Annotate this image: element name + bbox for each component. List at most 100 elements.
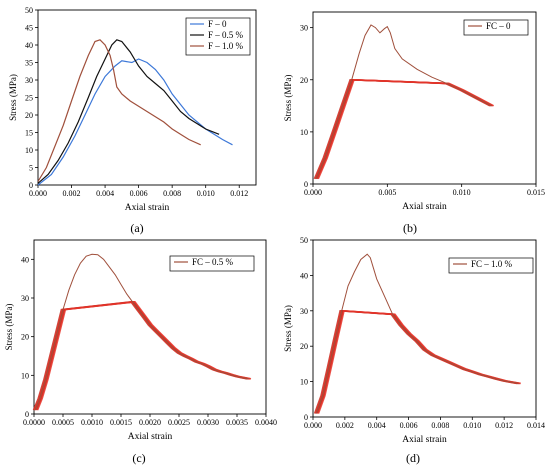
- x-tick-label: 0.010: [463, 421, 481, 430]
- y-tick-label: 25: [25, 94, 33, 103]
- x-axis-label: Axial strain: [402, 435, 447, 445]
- y-tick-label: 0: [304, 180, 308, 189]
- y-tick-label: 20: [300, 76, 308, 85]
- x-tick-label: 0.008: [431, 421, 449, 430]
- chart-panel-b: 0.000 0.005 0.010 0.015 0 10 20 30 Axial strain S…: [283, 11, 545, 235]
- cyclic-loop-band: [313, 78, 495, 180]
- x-tick-label: 0.014: [527, 421, 545, 430]
- y-tick-label: 30: [300, 307, 308, 316]
- panel-label: (d): [406, 451, 420, 465]
- y-tick-label: 10: [21, 371, 29, 380]
- chart-panel-d: 0.000 0.002 0.004 0.006 0.008 0.010 0.012 0.014…: [283, 236, 545, 465]
- x-tick-label: 0.004: [368, 421, 386, 430]
- x-tick-label: 0.0030: [197, 418, 219, 427]
- x-tick-label: 0.0000: [23, 418, 45, 427]
- chart-panel-a: 0.000 0.002 0.004 0.006 0.008 0.010 0.012 0 5 10 1…: [8, 6, 257, 235]
- x-tick-label: 0.0005: [52, 418, 74, 427]
- series-line-2: [37, 39, 220, 184]
- cyclic-loop: [36, 301, 252, 411]
- cyclic-loop: [316, 78, 494, 180]
- series-line-1: [315, 24, 492, 179]
- plot-frame: [312, 11, 537, 185]
- y-tick-label: 35: [25, 59, 33, 68]
- cyclic-loop: [313, 309, 518, 414]
- legend: FC – 0: [463, 19, 529, 36]
- x-tick-label: 0.006: [400, 421, 418, 430]
- x-tick-label: 0.005: [378, 188, 396, 197]
- cyclic-loop: [313, 78, 491, 180]
- legend: F – 0F – 0.5 %F – 1.0 %: [185, 17, 251, 56]
- chart-panel-c: 0.0000 0.0005 0.0010 0.0015 0.0020 0.0025 0.00…: [4, 239, 277, 465]
- legend-entry: F – 0.5 %: [208, 30, 244, 40]
- y-tick-label: 10: [300, 378, 308, 387]
- x-tick-label: 0.000: [29, 189, 47, 198]
- y-tick-label: 0: [29, 181, 33, 190]
- y-tick-label: 40: [300, 271, 308, 280]
- legend-entry: FC – 1.0 %: [471, 259, 513, 269]
- legend-entry: F – 1.0 %: [208, 41, 244, 51]
- x-tick-label: 0.004: [96, 189, 114, 198]
- panel-label: (a): [130, 221, 143, 235]
- y-tick-label: 50: [25, 6, 33, 15]
- cyclic-loop-band: [313, 309, 521, 414]
- x-tick-label: 0.010: [453, 188, 471, 197]
- y-axis-label: Stress (MPa): [283, 75, 293, 122]
- y-axis-label: Stress (MPa): [283, 305, 293, 352]
- legend: FC – 0.5 %: [169, 255, 255, 272]
- y-tick-label: 0: [25, 410, 29, 419]
- x-tick-label: 0.012: [230, 189, 248, 198]
- cyclic-loop: [34, 301, 249, 411]
- x-axis-label: Axial strain: [128, 432, 173, 442]
- y-tick-label: 20: [21, 333, 29, 342]
- legend-entry: FC – 0: [486, 21, 511, 31]
- legend-box: [463, 19, 529, 36]
- y-tick-label: 10: [25, 146, 33, 155]
- x-tick-label: 0.000: [304, 188, 322, 197]
- x-tick-label: 0.015: [527, 188, 545, 197]
- x-tick-label: 0.002: [336, 421, 354, 430]
- series-line-3: [37, 39, 201, 182]
- cyclic-loop: [32, 301, 248, 411]
- x-tick-label: 0.008: [163, 189, 181, 198]
- x-axis-label: Axial strain: [402, 202, 447, 212]
- cyclic-loop: [316, 309, 521, 414]
- legend-entry: F – 0: [208, 19, 227, 29]
- y-tick-label: 20: [25, 111, 33, 120]
- y-axis-label: Stress (MPa): [8, 74, 18, 121]
- cyclic-loop: [314, 309, 518, 414]
- cyclic-loop: [33, 301, 248, 411]
- cyclic-loop: [317, 78, 495, 180]
- cyclic-loop: [316, 309, 520, 414]
- series-line-1: [37, 58, 233, 186]
- x-tick-label: 0.0010: [81, 418, 103, 427]
- cyclic-loop: [315, 309, 519, 414]
- x-tick-label: 0.0015: [110, 418, 132, 427]
- cyclic-loop: [316, 78, 493, 180]
- x-tick-label: 0.010: [197, 189, 215, 198]
- cyclic-loop: [315, 78, 492, 180]
- x-tick-label: 0.0025: [168, 418, 190, 427]
- y-tick-label: 15: [25, 129, 33, 138]
- legend-box: [448, 257, 534, 274]
- y-axis-label: Stress (MPa): [4, 304, 14, 351]
- x-tick-label: 0.000: [304, 421, 322, 430]
- y-tick-label: 50: [300, 236, 308, 245]
- cyclic-loop: [317, 309, 521, 414]
- y-tick-label: 45: [25, 24, 33, 33]
- x-axis-label: Axial strain: [125, 203, 170, 213]
- y-tick-label: 20: [300, 342, 308, 351]
- x-tick-label: 0.002: [63, 189, 81, 198]
- y-tick-label: 40: [25, 41, 33, 50]
- y-tick-label: 40: [21, 255, 29, 264]
- legend-box: [169, 255, 255, 272]
- y-tick-label: 30: [300, 24, 308, 33]
- panel-label: (b): [403, 221, 417, 235]
- y-tick-label: 30: [21, 294, 29, 303]
- panel-label: (c): [132, 451, 145, 465]
- cyclic-loop: [314, 78, 491, 180]
- x-tick-label: 0.0040: [255, 418, 277, 427]
- y-tick-label: 10: [300, 128, 308, 137]
- x-tick-label: 0.012: [495, 421, 513, 430]
- y-tick-label: 0: [304, 413, 308, 422]
